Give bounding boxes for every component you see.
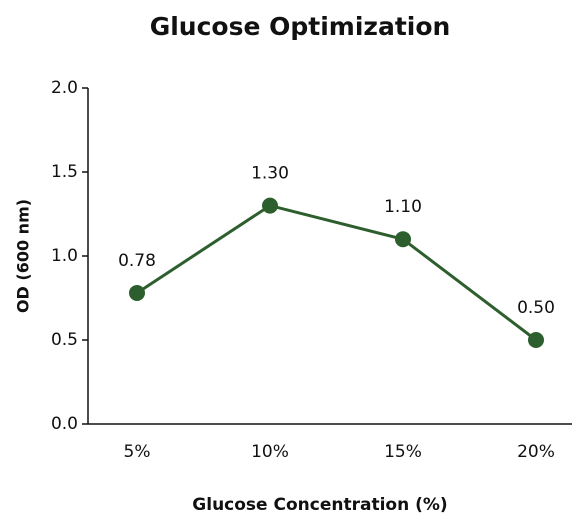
point bbox=[395, 231, 411, 248]
x-tick-label: 5% bbox=[124, 442, 151, 462]
point bbox=[262, 197, 278, 214]
data-label: 1.10 bbox=[384, 197, 422, 217]
y-tick-label: 1.0 bbox=[51, 246, 78, 266]
y-tick-label: 0.5 bbox=[51, 330, 78, 350]
y-tick-label: 2.0 bbox=[51, 78, 78, 98]
series-line bbox=[136, 203, 537, 342]
x-tick-label: 15% bbox=[384, 442, 422, 462]
y-axis-label: OD (600 nm) bbox=[14, 199, 33, 313]
data-label: 0.78 bbox=[118, 251, 156, 271]
x-axis-label: Glucose Concentration (%) bbox=[192, 495, 447, 515]
point bbox=[528, 332, 544, 348]
y-tick-label: 1.5 bbox=[51, 162, 78, 182]
data-label: 1.30 bbox=[251, 164, 289, 184]
x-tick-label: 20% bbox=[517, 442, 555, 462]
data-label: 0.50 bbox=[517, 298, 555, 318]
x-tick-label: 10% bbox=[251, 442, 289, 462]
chart-title: Glucose Optimization bbox=[150, 12, 451, 41]
point bbox=[129, 284, 145, 301]
y-tick-label: 0.0 bbox=[51, 414, 78, 434]
